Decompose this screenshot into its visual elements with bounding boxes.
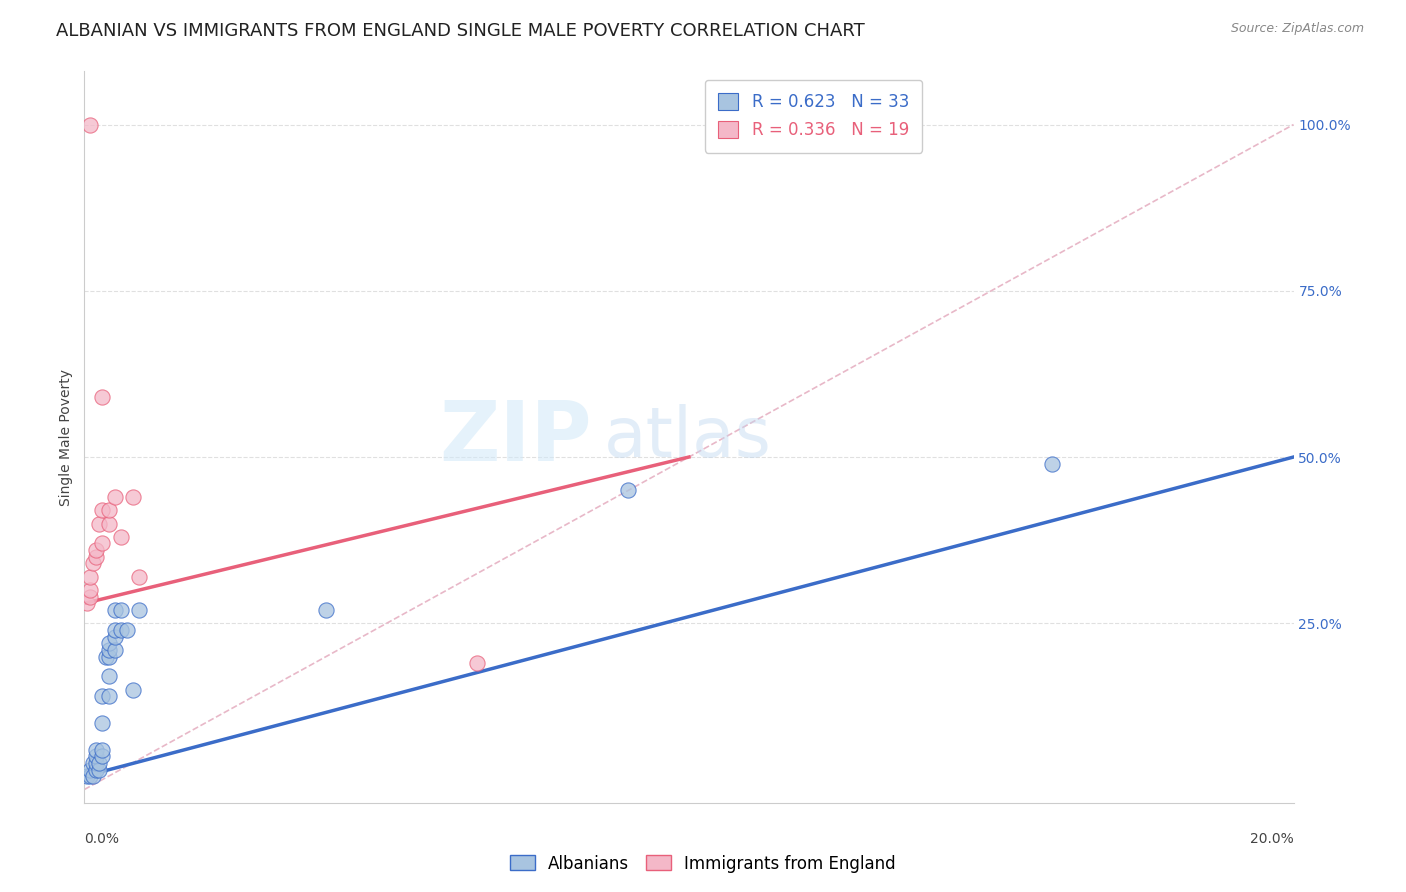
Legend: R = 0.623   N = 33, R = 0.336   N = 19: R = 0.623 N = 33, R = 0.336 N = 19 xyxy=(704,79,922,153)
Text: Source: ZipAtlas.com: Source: ZipAtlas.com xyxy=(1230,22,1364,36)
Point xyxy=(79,582,101,597)
Point xyxy=(86,749,108,764)
Point xyxy=(91,536,114,550)
Point xyxy=(128,603,150,617)
Point xyxy=(104,630,127,644)
Point xyxy=(97,516,120,531)
Point xyxy=(97,636,120,650)
Point xyxy=(97,649,120,664)
Point xyxy=(82,769,104,783)
Point xyxy=(76,769,98,783)
Point xyxy=(79,763,101,777)
Point xyxy=(91,742,114,756)
Point xyxy=(115,623,138,637)
Point xyxy=(91,749,114,764)
Text: 0.0%: 0.0% xyxy=(84,832,120,846)
Point xyxy=(94,649,117,664)
Point xyxy=(97,643,120,657)
Point xyxy=(89,756,111,770)
Point xyxy=(79,118,101,132)
Point xyxy=(89,763,111,777)
Point xyxy=(86,742,108,756)
Point xyxy=(82,557,104,571)
Point xyxy=(91,390,114,404)
Point xyxy=(467,656,489,670)
Point xyxy=(104,603,127,617)
Point xyxy=(315,603,337,617)
Point xyxy=(86,549,108,564)
Point xyxy=(121,682,143,697)
Y-axis label: Single Male Poverty: Single Male Poverty xyxy=(59,368,73,506)
Point xyxy=(617,483,640,498)
Text: ALBANIAN VS IMMIGRANTS FROM ENGLAND SINGLE MALE POVERTY CORRELATION CHART: ALBANIAN VS IMMIGRANTS FROM ENGLAND SING… xyxy=(56,22,865,40)
Point xyxy=(104,623,127,637)
Point xyxy=(97,690,120,704)
Point xyxy=(97,503,120,517)
Point xyxy=(1040,457,1063,471)
Point xyxy=(110,623,132,637)
Point xyxy=(121,490,143,504)
Point xyxy=(79,590,101,604)
Point xyxy=(110,603,132,617)
Point xyxy=(104,643,127,657)
Point xyxy=(110,530,132,544)
Point xyxy=(91,716,114,731)
Point xyxy=(91,503,114,517)
Text: atlas: atlas xyxy=(605,403,772,471)
Point xyxy=(86,543,108,558)
Text: ZIP: ZIP xyxy=(440,397,592,477)
Point xyxy=(89,516,111,531)
Point xyxy=(128,570,150,584)
Point xyxy=(86,763,108,777)
Point xyxy=(79,570,101,584)
Point xyxy=(97,669,120,683)
Point xyxy=(82,756,104,770)
Point xyxy=(91,690,114,704)
Point xyxy=(79,769,101,783)
Point xyxy=(86,756,108,770)
Point xyxy=(76,596,98,610)
Legend: Albanians, Immigrants from England: Albanians, Immigrants from England xyxy=(503,848,903,880)
Text: 20.0%: 20.0% xyxy=(1250,832,1294,846)
Point xyxy=(104,490,127,504)
